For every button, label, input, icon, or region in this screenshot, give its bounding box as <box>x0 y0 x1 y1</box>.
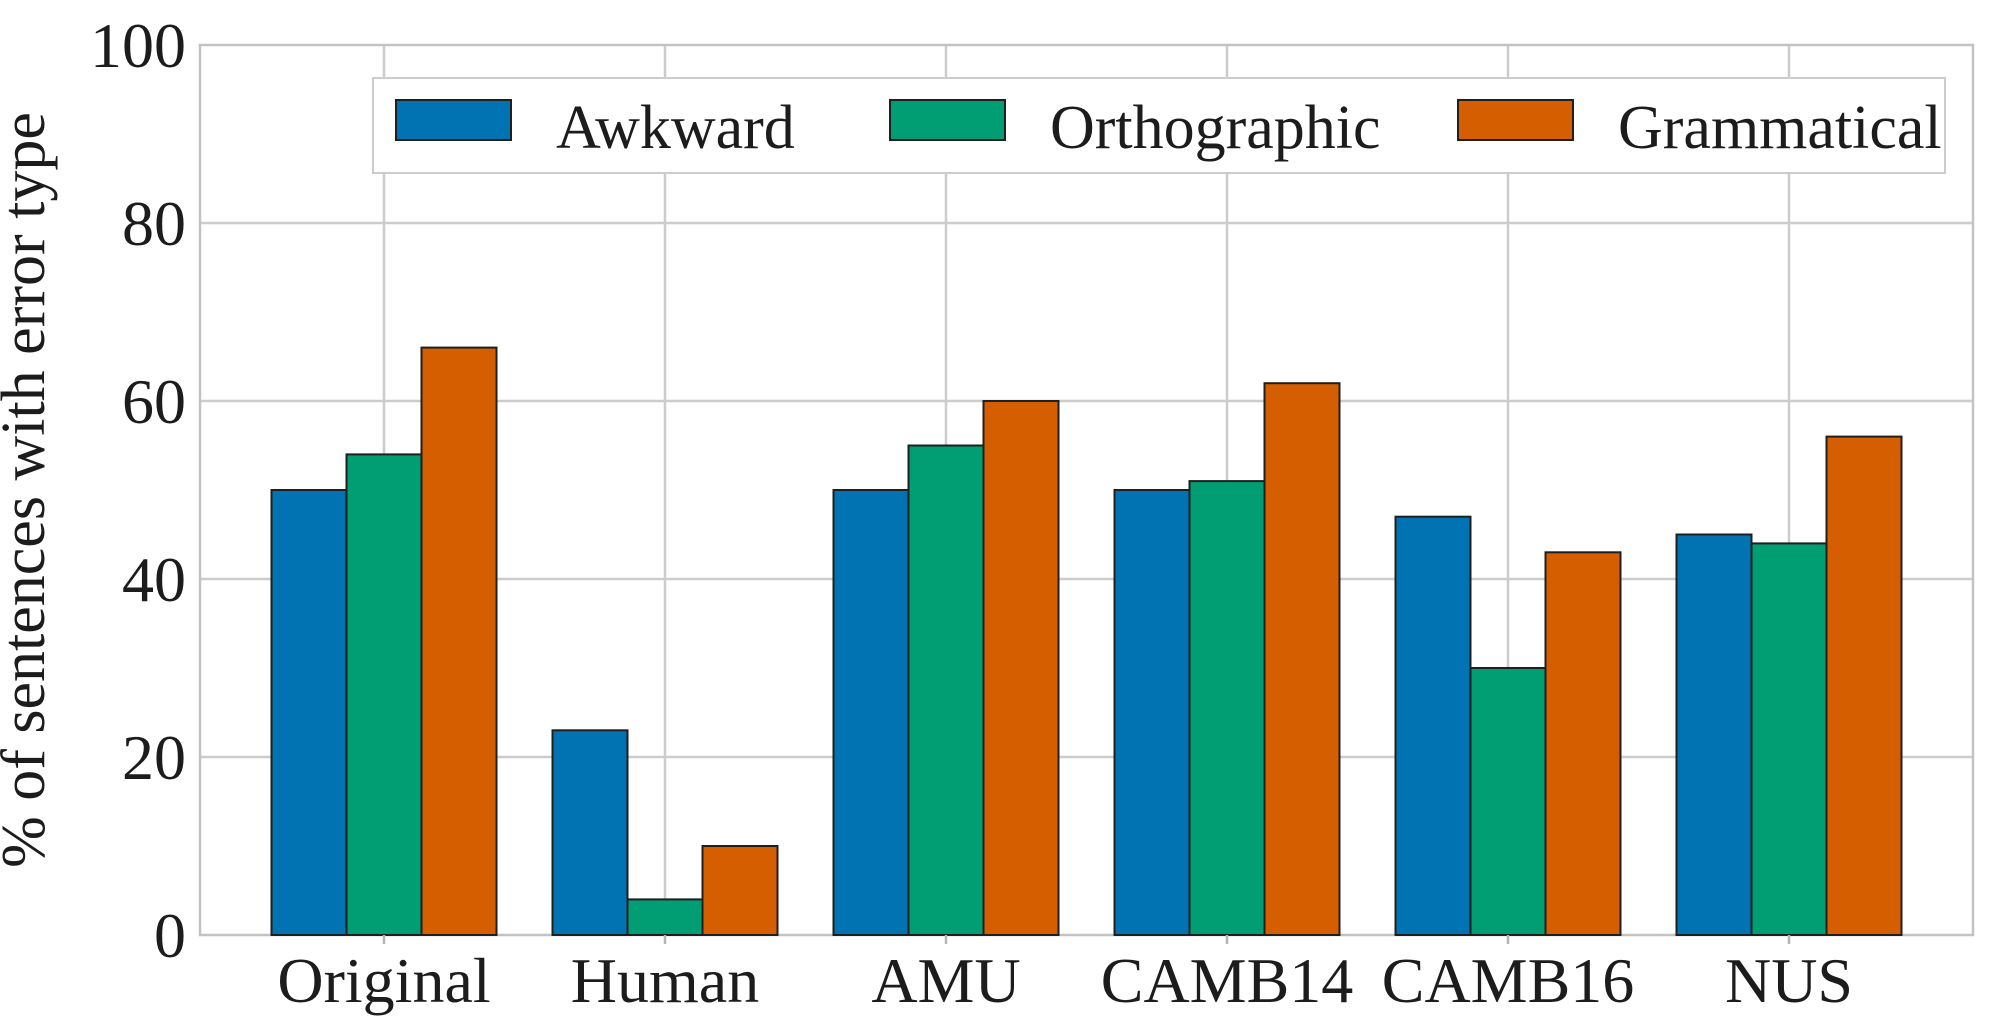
x-tick-label-original: Original <box>277 945 490 1016</box>
ticks-layer <box>382 935 1791 944</box>
y-tick-label-0: 0 <box>154 900 186 971</box>
bar-awkward-nus <box>1675 533 1753 936</box>
bar-awkward-original <box>270 489 348 936</box>
bar-awkward-camb14 <box>1113 489 1191 936</box>
bar-awkward-amu <box>832 489 910 936</box>
legend-swatch-orthographic <box>889 99 1006 141</box>
y-tick-label-80: 80 <box>122 188 186 259</box>
labels-layer: 0 20 40 60 80 100 Original Human AMU CAMB14 CAMB16… <box>90 10 1853 1016</box>
bar-orthographic-camb16 <box>1469 667 1547 936</box>
bar-grammatical-camb14 <box>1263 382 1341 936</box>
x-tick-label-nus: NUS <box>1725 945 1853 1016</box>
legend-swatch-awkward <box>395 99 512 141</box>
legend-box <box>372 77 1946 174</box>
legend-label-awkward: Awkward <box>556 94 795 162</box>
bar-grammatical-nus <box>1825 435 1903 936</box>
bar-awkward-human <box>551 729 629 936</box>
bar-orthographic-original <box>345 453 423 936</box>
bar-awkward-camb16 <box>1394 515 1472 936</box>
y-tick-label-40: 40 <box>122 544 186 615</box>
x-tick-label-camb14: CAMB14 <box>1101 945 1354 1016</box>
bar-orthographic-nus <box>1750 542 1828 937</box>
legend-label-orthographic: Orthographic <box>1050 94 1381 162</box>
bar-grammatical-camb16 <box>1544 551 1622 936</box>
x-tick-label-human: Human <box>571 945 759 1016</box>
y-tick-label-60: 60 <box>122 366 186 437</box>
y-tick-label-20: 20 <box>122 722 186 793</box>
legend-swatch-grammatical <box>1457 99 1574 141</box>
x-tick-label-camb16: CAMB16 <box>1382 945 1635 1016</box>
y-axis-label: % of sentences with error type <box>0 112 58 868</box>
bar-orthographic-amu <box>907 444 985 936</box>
plot-border <box>198 43 1975 937</box>
legend-label-grammatical: Grammatical <box>1618 94 1942 162</box>
bar-orthographic-human <box>626 898 704 937</box>
bar-grammatical-human <box>701 845 779 936</box>
y-tick-label-100: 100 <box>90 10 186 81</box>
bar-grammatical-amu <box>982 400 1060 936</box>
bars-layer <box>270 346 1903 937</box>
legend: Awkward Orthographic Grammatical <box>372 77 1946 174</box>
plot-border-layer <box>198 43 1975 937</box>
bar-orthographic-camb14 <box>1188 480 1266 936</box>
x-tick-label-amu: AMU <box>871 945 1020 1016</box>
bar-grammatical-original <box>420 346 498 937</box>
